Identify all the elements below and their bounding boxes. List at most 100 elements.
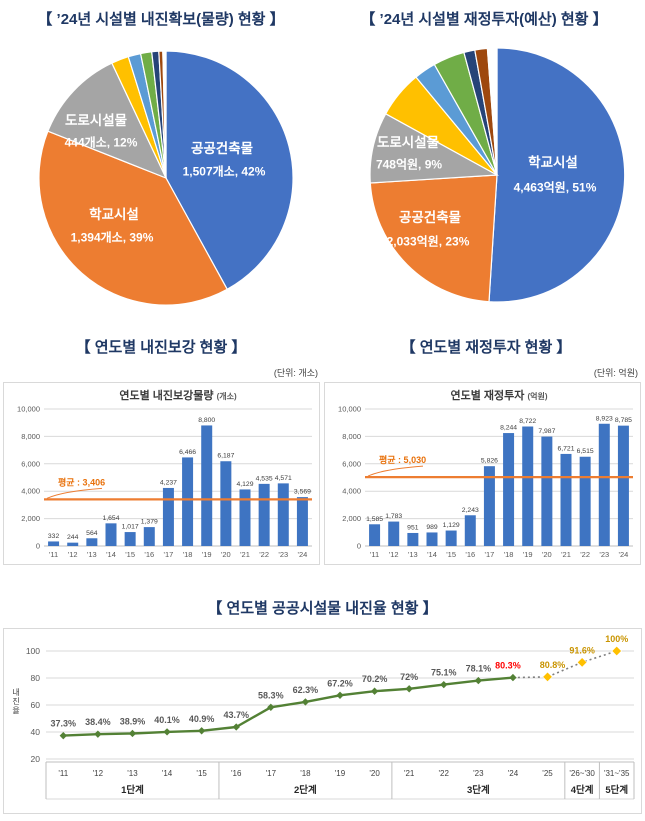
line-chart-seismic-rate: 20 40 60 80 100 내 진 율 1단계 2단계 3단계 4단계 5단계 '11 '12 '13 '1…: [12, 634, 635, 800]
bar-value-label: 8,722: [519, 418, 536, 425]
bar: [124, 532, 136, 546]
x-tick-label: '15: [196, 769, 207, 778]
pie-slice: [488, 47, 626, 303]
bar-value-label: 332: [48, 533, 60, 540]
point-value-label: 40.1%: [154, 715, 180, 725]
bar: [277, 483, 289, 546]
x-tick-label: '16: [144, 550, 154, 559]
bar-value-label: 1,379: [141, 519, 158, 526]
x-tick-label: '20: [542, 550, 552, 559]
data-point: [94, 730, 102, 738]
y-tick-label: 40: [31, 727, 41, 737]
y-tick-label: 6,000: [342, 459, 361, 468]
pie-slice: [162, 50, 167, 179]
data-point: [370, 687, 379, 695]
y-tick-label: 100: [26, 646, 40, 656]
bar-chart-title: 연도별 내진보강물량 (개소): [119, 388, 237, 402]
bar: [541, 436, 553, 546]
pie-slice: [486, 47, 498, 176]
data-point: [267, 703, 275, 711]
x-tick-label: '24: [298, 550, 308, 559]
bar-value-label: 5,826: [481, 458, 498, 465]
x-tick-label: '11: [58, 769, 68, 778]
pie-slice: [38, 130, 229, 306]
pie-chart-budget: [369, 47, 626, 303]
bar-value-label: 6,466: [179, 449, 196, 456]
pie-label-school: 학교시설: [89, 207, 139, 222]
bar: [105, 523, 117, 546]
bar: [445, 530, 457, 546]
x-tick-label: '11: [370, 550, 379, 559]
actual-line: [63, 676, 514, 737]
bar-value-label: 989: [426, 524, 438, 531]
bar-retrofit-section-title: 【 연도별 내진보강 현황 】: [75, 339, 247, 356]
bar-value-label: 6,187: [217, 453, 234, 460]
bar-value-label: 4,535: [256, 475, 273, 482]
x-tick-label: '18: [504, 550, 514, 559]
x-tick-label: '19: [202, 550, 212, 559]
pie-budget-section-title: 【 ’24년 시설별 재정투자(예산) 현황 】: [360, 11, 608, 28]
x-tick-label: '14: [106, 550, 116, 559]
bar-value-label: 2,243: [462, 507, 479, 514]
y-tick-label: 6,000: [21, 459, 40, 468]
x-tick-label: '24: [619, 550, 629, 559]
y-tick-label: 60: [31, 700, 41, 710]
x-tick-label: '14: [162, 769, 173, 778]
bar-value-label: 6,721: [557, 445, 574, 452]
data-point: [440, 680, 448, 689]
bar-chart-retrofit: 연도별 내진보강물량 (개소) 0 2,000 4,000 6,000 8,000 10,0…: [17, 388, 312, 559]
x-tick-label: '18: [183, 550, 193, 559]
x-tick-label: '21: [240, 550, 250, 559]
x-tick-label: '11: [49, 550, 58, 559]
y-tick-label: 80: [31, 673, 41, 683]
point-value-label: 58.3%: [258, 690, 284, 700]
bar: [162, 487, 174, 546]
y-tick-label: 4,000: [21, 487, 40, 496]
x-tick-label: '17: [485, 550, 495, 559]
y-tick-label: 0: [357, 542, 361, 551]
pie-value-school: 1,394개소, 39%: [70, 230, 154, 245]
x-tick-label: '20: [369, 769, 380, 778]
bar-value-label: 1,783: [385, 513, 402, 520]
x-tick-label: '12: [68, 550, 78, 559]
x-tick-label: '26~'30: [569, 769, 595, 778]
point-value-label: 37.3%: [51, 719, 77, 729]
data-point: [405, 685, 413, 693]
data-point: [163, 728, 171, 736]
bar-investment-unit-label: (단위: 억원): [593, 368, 638, 378]
data-point: [197, 727, 206, 735]
data-point: [301, 698, 310, 706]
phase-label: 1단계: [121, 784, 144, 796]
bar: [407, 532, 419, 546]
x-tick-label: '15: [125, 550, 135, 559]
point-value-label: 43.7%: [223, 710, 249, 720]
y-tick-label: 20: [31, 754, 41, 764]
phase-label: 3단계: [467, 784, 490, 796]
x-tick-label: '20: [221, 550, 231, 559]
pie2-label-road: 도로시설물: [376, 135, 440, 150]
x-tick-label: '13: [127, 769, 138, 778]
bar: [143, 527, 155, 546]
point-value-label: 100%: [605, 634, 628, 644]
x-tick-label: '15: [446, 550, 456, 559]
y-tick-label: 10,000: [17, 405, 40, 414]
y-tick-label: 8,000: [21, 432, 40, 441]
bar-chart-title: 연도별 재정투자 (억원): [450, 388, 547, 402]
average-label: 평균 : 5,030: [379, 454, 426, 465]
bar: [388, 521, 400, 546]
bar: [67, 542, 79, 546]
x-tick-label: '19: [523, 550, 533, 559]
phase-label: 5단계: [605, 784, 628, 796]
x-tick-label: '18: [300, 769, 311, 778]
pie-quantity-section-title: 【 ’24년 시설별 내진확보(물량) 현황 】: [37, 11, 285, 28]
bar-retrofit-unit-label: (단위: 개소): [273, 368, 318, 378]
bar-value-label: 1,654: [102, 515, 119, 522]
point-value-label: 62.3%: [293, 685, 319, 695]
bar: [579, 456, 591, 546]
x-tick-label: '21: [404, 769, 415, 778]
pie-label-road: 도로시설물: [64, 113, 128, 128]
pie2-value-school: 4,463억원, 51%: [513, 180, 597, 195]
bar-value-label: 8,244: [500, 425, 517, 432]
